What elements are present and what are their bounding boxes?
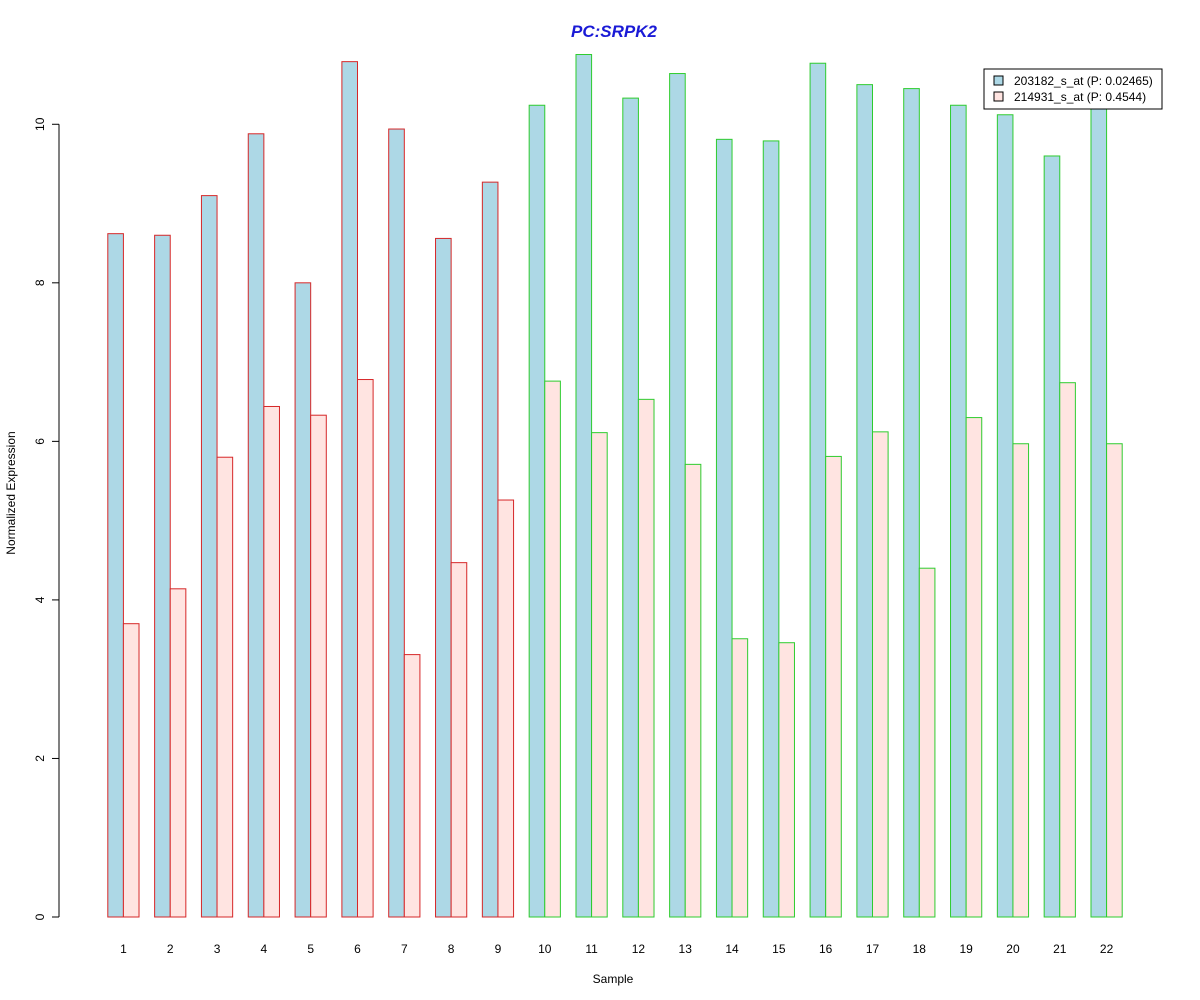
x-tick-label: 19 bbox=[959, 942, 973, 956]
bar-series-1-sample-2 bbox=[154, 234, 171, 918]
bar-series-1-sample-3 bbox=[200, 195, 218, 918]
bar-series-2-sample-18 bbox=[918, 567, 936, 918]
y-tick-label: 8 bbox=[33, 279, 47, 286]
x-tick-label: 6 bbox=[354, 942, 361, 956]
y-tick-label: 0 bbox=[33, 913, 47, 920]
x-tick-label: 17 bbox=[866, 942, 880, 956]
bar-series-1-sample-4 bbox=[247, 133, 265, 918]
x-tick-label: 15 bbox=[772, 942, 786, 956]
bar-series-1-sample-20 bbox=[996, 114, 1014, 918]
bars-group bbox=[107, 54, 1123, 918]
x-tick-label: 3 bbox=[214, 942, 221, 956]
x-tick-label: 21 bbox=[1053, 942, 1067, 956]
bar-series-2-sample-19 bbox=[965, 417, 983, 918]
bar-series-2-sample-11 bbox=[591, 432, 608, 918]
legend-label: 214931_s_at (P: 0.4544) bbox=[1014, 90, 1146, 104]
bar-series-1-sample-8 bbox=[435, 237, 452, 918]
bar-series-1-sample-13 bbox=[669, 73, 686, 918]
y-tick-label: 2 bbox=[33, 755, 47, 762]
bar-series-1-sample-1 bbox=[107, 233, 124, 918]
bar-series-2-sample-21 bbox=[1059, 382, 1076, 918]
bar-series-1-sample-5 bbox=[294, 282, 312, 918]
bar-series-2-sample-7 bbox=[403, 654, 421, 918]
bar-series-2-sample-15 bbox=[778, 642, 795, 918]
x-tick-label: 8 bbox=[448, 942, 455, 956]
chart-title: PC:SRPK2 bbox=[571, 22, 658, 41]
bar-series-2-sample-6 bbox=[357, 379, 374, 918]
bar-series-2-sample-16 bbox=[825, 455, 842, 918]
bar-series-2-sample-5 bbox=[310, 414, 327, 918]
y-tick-label: 4 bbox=[33, 596, 47, 603]
legend: 203182_s_at (P: 0.02465) 214931_s_at (P: … bbox=[983, 68, 1163, 110]
bar-series-1-sample-19 bbox=[950, 104, 967, 918]
x-tick-label: 22 bbox=[1100, 942, 1114, 956]
bar-series-1-sample-6 bbox=[341, 61, 359, 918]
x-tick-label: 9 bbox=[495, 942, 502, 956]
bar-series-1-sample-9 bbox=[481, 181, 499, 918]
bar-series-1-sample-17 bbox=[856, 84, 873, 918]
legend-swatch bbox=[993, 75, 1004, 86]
bar-series-2-sample-20 bbox=[1012, 443, 1030, 918]
bar-series-1-sample-21 bbox=[1043, 155, 1061, 918]
bar-series-2-sample-14 bbox=[731, 638, 749, 918]
bar-series-2-sample-4 bbox=[263, 405, 280, 918]
bar-series-2-sample-22 bbox=[1106, 443, 1123, 918]
bar-series-1-sample-22 bbox=[1090, 106, 1108, 918]
x-tick-label: 11 bbox=[585, 942, 598, 956]
x-tick-label: 7 bbox=[401, 942, 408, 956]
x-tick-label: 18 bbox=[913, 942, 927, 956]
x-tick-label: 16 bbox=[819, 942, 833, 956]
bar-series-2-sample-13 bbox=[684, 463, 702, 918]
bar-series-2-sample-9 bbox=[497, 499, 515, 918]
y-tick-label: 10 bbox=[33, 117, 47, 131]
y-axis-label: Normalized Expression bbox=[4, 431, 18, 554]
x-tick-label: 2 bbox=[167, 942, 174, 956]
bar-series-2-sample-10 bbox=[544, 380, 561, 918]
bar-series-1-sample-15 bbox=[762, 140, 780, 918]
bar-series-1-sample-11 bbox=[575, 54, 593, 918]
legend-box bbox=[983, 68, 1163, 110]
x-tick-label: 14 bbox=[725, 942, 739, 956]
bar-series-1-sample-7 bbox=[388, 128, 405, 918]
x-tick-label: 13 bbox=[679, 942, 693, 956]
bar-series-1-sample-16 bbox=[809, 62, 827, 918]
y-tick-label: 6 bbox=[33, 438, 47, 445]
bar-series-2-sample-12 bbox=[637, 398, 655, 918]
bar-series-1-sample-12 bbox=[622, 97, 639, 918]
x-tick-label: 1 bbox=[120, 942, 127, 956]
y-axis: 0 2 4 6 8 10 bbox=[33, 117, 60, 920]
x-axis-label: Sample bbox=[593, 972, 634, 986]
x-tick-labels: 1 2 3 4 5 6 7 8 9 10 11 12 13 14 15 16 17 18 19 20 21 22 bbox=[120, 942, 1114, 956]
bar-series-2-sample-17 bbox=[872, 431, 889, 918]
bar-series-2-sample-3 bbox=[216, 456, 234, 918]
bar-series-1-sample-14 bbox=[715, 138, 733, 918]
x-tick-label: 20 bbox=[1006, 942, 1020, 956]
x-tick-label: 4 bbox=[261, 942, 268, 956]
x-tick-label: 10 bbox=[538, 942, 552, 956]
bar-series-2-sample-8 bbox=[450, 562, 468, 918]
bar-series-2-sample-1 bbox=[122, 623, 140, 918]
bar-series-1-sample-18 bbox=[903, 88, 920, 918]
bar-series-2-sample-2 bbox=[169, 588, 187, 918]
legend-label: 203182_s_at (P: 0.02465) bbox=[1014, 74, 1153, 88]
bar-series-1-sample-10 bbox=[528, 104, 546, 918]
legend-swatch bbox=[993, 91, 1004, 102]
x-tick-label: 12 bbox=[632, 942, 646, 956]
x-tick-label: 5 bbox=[307, 942, 314, 956]
